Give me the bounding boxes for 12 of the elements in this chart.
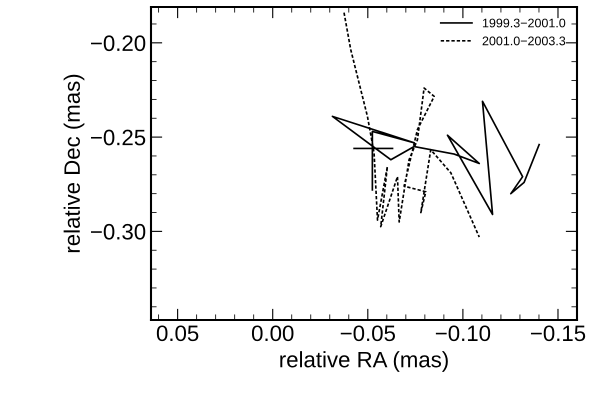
y-tick-label: −0.30 [91,224,146,240]
x-tick-label: 0.05 [156,325,198,342]
legend-label: 2001.0−2003.3 [482,36,566,46]
y-tick-label: −0.20 [91,35,146,52]
y-tick-label: −0.25 [91,130,146,146]
x-tick-label: −0.05 [340,325,395,342]
legend-label: 1999.3−2001.0 [482,18,566,28]
x-tick-label: 0.00 [252,325,294,342]
x-tick-label: −0.10 [436,325,490,342]
y-axis-title: relative Dec (mas) [64,74,84,252]
x-tick-label: −0.15 [530,325,586,342]
x-axis-title: relative RA (mas) [280,351,448,372]
